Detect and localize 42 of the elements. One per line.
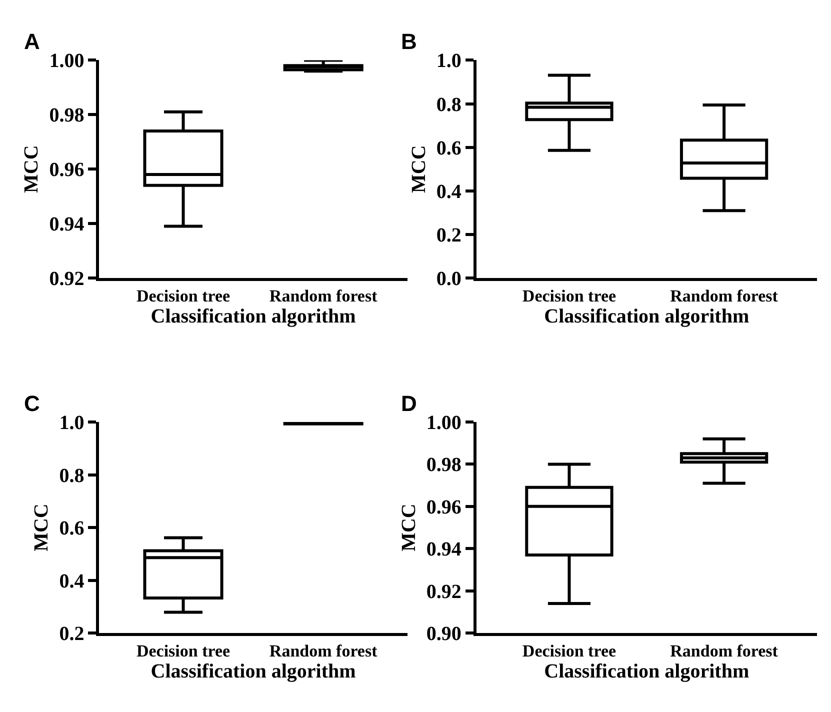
y-tick-label: 1.0 bbox=[59, 412, 84, 434]
y-tick-label: 0.6 bbox=[59, 518, 84, 540]
y-tick-label: 0.4 bbox=[59, 570, 84, 592]
x-tick-label: Decision tree bbox=[522, 286, 616, 306]
y-tick-label: 0.98 bbox=[426, 454, 462, 476]
x-tick-label: Random forest bbox=[670, 286, 778, 306]
y-tick-label: 0.94 bbox=[49, 214, 84, 236]
y-tick-label: 0.96 bbox=[426, 496, 462, 518]
x-tick-label: Random forest bbox=[269, 286, 378, 306]
chart-title: C bbox=[24, 391, 40, 416]
x-tick-label: Random forest bbox=[269, 641, 378, 660]
x-axis-title: Classification algorithm bbox=[544, 305, 750, 328]
y-axis-title: MCC bbox=[408, 145, 430, 193]
y-tick-label: 0.94 bbox=[426, 538, 462, 561]
y-tick-label: 0.98 bbox=[49, 104, 84, 127]
y-axis-title: MCC bbox=[30, 504, 53, 552]
x-axis-title: Classification algorithm bbox=[150, 305, 356, 328]
y-axis-title: MCC bbox=[398, 504, 420, 552]
y-tick-label: 0.0 bbox=[436, 268, 462, 290]
x-tick-label: Decision tree bbox=[522, 641, 616, 660]
y-tick-label: 0.6 bbox=[436, 137, 462, 160]
y-tick-label: 0.2 bbox=[436, 224, 462, 246]
x-tick-label: Decision tree bbox=[136, 641, 231, 660]
y-tick-label: 1.0 bbox=[436, 50, 462, 72]
y-tick-label: 1.00 bbox=[49, 50, 84, 72]
chart-title: A bbox=[24, 29, 40, 54]
y-tick-label: 0.90 bbox=[426, 623, 462, 646]
y-tick-label: 1.00 bbox=[426, 412, 462, 434]
x-tick-label: Random forest bbox=[670, 641, 778, 660]
y-tick-label: 0.2 bbox=[59, 623, 84, 646]
y-tick-label: 0.8 bbox=[436, 94, 462, 116]
x-tick-label: Decision tree bbox=[136, 286, 231, 306]
y-tick-label: 0.92 bbox=[49, 268, 84, 290]
chart-title: D bbox=[401, 391, 417, 416]
y-axis-title: MCC bbox=[20, 145, 43, 193]
y-tick-label: 0.8 bbox=[59, 464, 84, 487]
y-tick-label: 0.92 bbox=[426, 580, 462, 603]
y-tick-label: 0.96 bbox=[49, 159, 84, 182]
chart-title: B bbox=[401, 29, 417, 54]
x-axis-title: Classification algorithm bbox=[150, 660, 356, 682]
x-axis-title: Classification algorithm bbox=[544, 660, 750, 682]
y-tick-label: 0.4 bbox=[436, 180, 462, 203]
